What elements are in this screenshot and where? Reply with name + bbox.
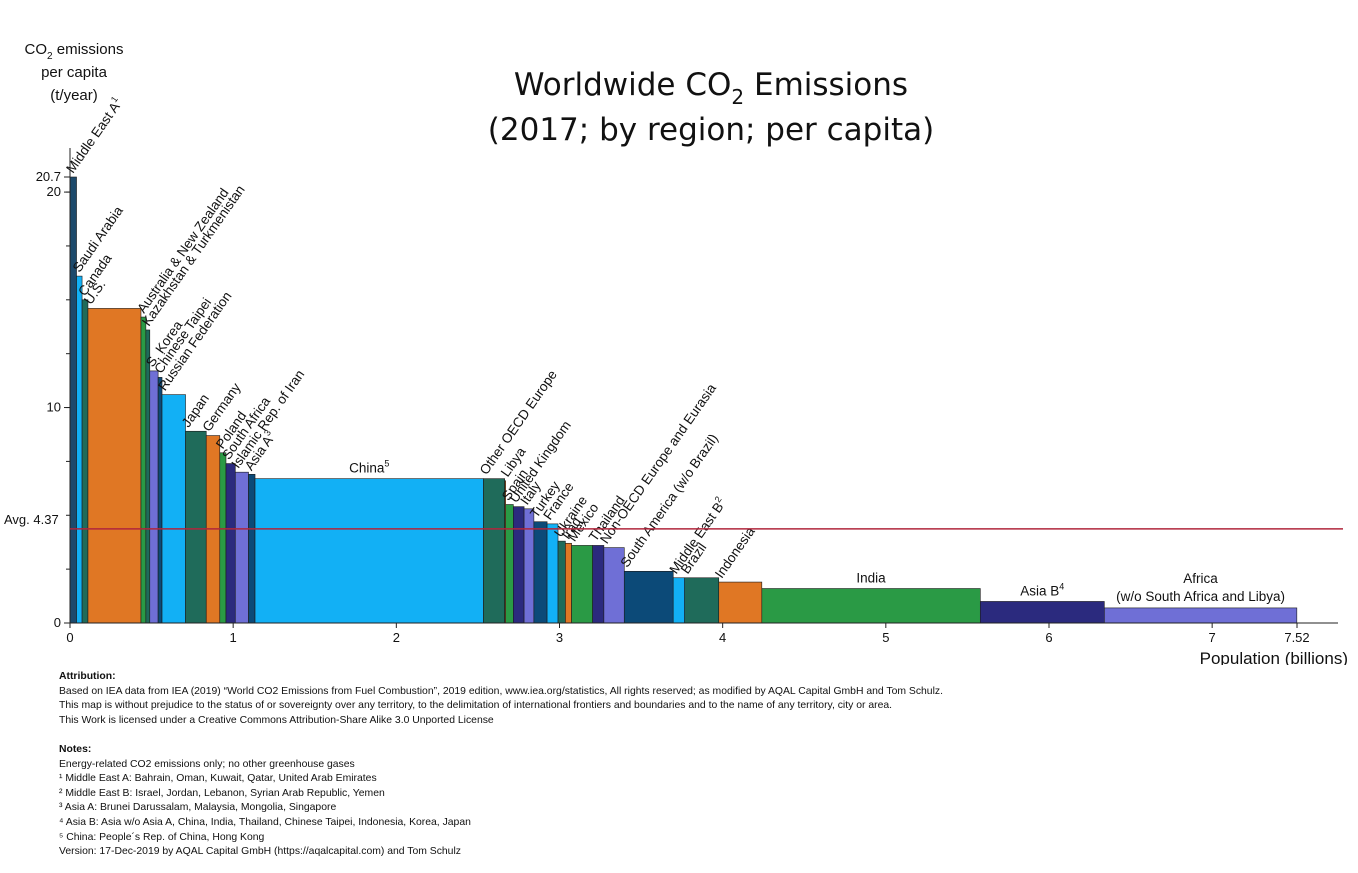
chart-title-line2: (2017; by region; per capita) [488, 112, 934, 148]
y-axis-title-line1: CO2 emissions [25, 41, 124, 62]
bar-label-sup: 2 [713, 494, 724, 504]
bar-poland [219, 452, 227, 624]
x-tick-label: 7 [1209, 630, 1216, 645]
bar-s-korea [149, 370, 159, 624]
bar-russian-federation [161, 394, 186, 624]
chart-title-main: Worldwide CO [514, 67, 731, 103]
bar-sublabel-africa: (w/o South Africa and Libya) [1116, 589, 1285, 604]
y-tick-label: 0 [54, 615, 61, 630]
bar-iraq [565, 542, 572, 624]
x-tick-label: 6 [1045, 630, 1052, 645]
x-tick-label: 1 [230, 630, 237, 645]
y-axis-emissions: emissions [53, 41, 124, 58]
note-line: Version: 17-Dec-2019 by AQAL Capital Gmb… [59, 846, 461, 858]
bar-kazakhstan-turkmenistan [145, 329, 151, 624]
note-line: ⁴ Asia B: Asia w/o Asia A, China, India,… [59, 816, 471, 828]
bar-south-america-w-o-brazil [623, 570, 674, 624]
bar-label-sup: 5 [384, 459, 389, 469]
bar-mexico [571, 545, 593, 624]
attribution-heading: Attribution: [59, 671, 116, 682]
bar-asia-b [979, 601, 1105, 624]
note-line: ¹ Middle East A: Bahrain, Oman, Kuwait, … [59, 773, 377, 785]
bar-label-indonesia: Indonesia [712, 524, 758, 581]
average-group: Avg. 4.37 [4, 512, 1343, 530]
bar-label-china: China5 [349, 459, 389, 476]
average-label: Avg. 4.37 [4, 512, 59, 527]
bar-middle-east-a [69, 176, 77, 624]
y-axis-co: CO [25, 41, 48, 58]
note-line: ³ Asia A: Brunei Darussalam, Malaysia, M… [59, 802, 337, 814]
note-line: Energy-related CO2 emissions only; no ot… [59, 758, 355, 770]
x-tick-label: 0 [66, 630, 73, 645]
bar-u-s [87, 308, 142, 624]
bar-label-sup: 4 [1059, 581, 1064, 591]
bars-group [69, 176, 1298, 624]
notes-heading: Notes: [59, 743, 92, 755]
y-axis-title-line2: per capita [41, 64, 108, 81]
bar-canada [81, 299, 89, 624]
note-line: ⁵ China: People´s Rep. of China, Hong Ko… [59, 831, 265, 843]
bar-asia-a [248, 474, 256, 624]
bar-other-oecd-europe [483, 478, 505, 624]
bar-china [254, 478, 484, 624]
bar-south-africa [225, 463, 236, 624]
bar-france [546, 523, 559, 624]
attribution-line: Based on IEA data from IEA (2019) “World… [59, 685, 943, 697]
x-tick-label: 5 [882, 630, 889, 645]
bar-spain [505, 504, 514, 624]
bar-middle-east-b [672, 577, 685, 624]
emissions-chart: Worldwide CO2 Emissions (2017; by region… [4, 41, 1348, 665]
bar-ukraine [557, 540, 566, 624]
bar-label-middle-east-a: Middle East A1 [62, 94, 126, 175]
bar-africa [1104, 607, 1298, 624]
x-tick-label: 7.52 [1284, 630, 1309, 645]
bar-brazil [684, 577, 720, 624]
y-axis-title-line3: (t/year) [50, 87, 98, 104]
bar-label-sup: 3 [262, 428, 273, 438]
bar-india [761, 588, 981, 624]
bar-indonesia [718, 581, 763, 624]
y-tick-label: 20 [47, 184, 61, 199]
chart-title-rest: Emissions [744, 67, 908, 103]
chart-title-line1: Worldwide CO2 Emissions [514, 67, 908, 109]
bar-label-africa: Africa [1183, 571, 1218, 586]
bar-label-asia-b: Asia B4 [1020, 581, 1064, 598]
y-tick-label: 20.7 [36, 169, 61, 184]
notes-block: Attribution: Based on IEA data from IEA … [59, 670, 1119, 860]
bar-thailand [592, 545, 605, 624]
chart-title-sub: 2 [731, 85, 744, 109]
bar-saudi-arabia [76, 275, 83, 624]
bar-label-sup: 1 [109, 94, 120, 104]
bar-islamic-rep-of-iran [234, 471, 249, 624]
bar-label-india: India [856, 571, 886, 586]
y-axis-sub: 2 [47, 51, 53, 62]
bar-turkey [533, 521, 548, 624]
bar-japan [185, 430, 207, 624]
attribution-line: This map is without prejudice to the sta… [59, 700, 893, 712]
x-tick-label: 4 [719, 630, 726, 645]
x-tick-label: 2 [393, 630, 400, 645]
attribution-line: This Work is licensed under a Creative C… [59, 714, 494, 726]
bar-united-kingdom [513, 506, 525, 624]
note-line: ² Middle East B: Israel, Jordan, Lebanon… [59, 787, 385, 799]
axes-group [69, 148, 1338, 624]
bar-chinese-taipei [157, 377, 163, 624]
x-axis-title: Population (billions) [1200, 649, 1348, 665]
y-tick-label: 10 [47, 400, 61, 415]
x-tick-label: 3 [556, 630, 563, 645]
bar-italy [523, 508, 535, 624]
